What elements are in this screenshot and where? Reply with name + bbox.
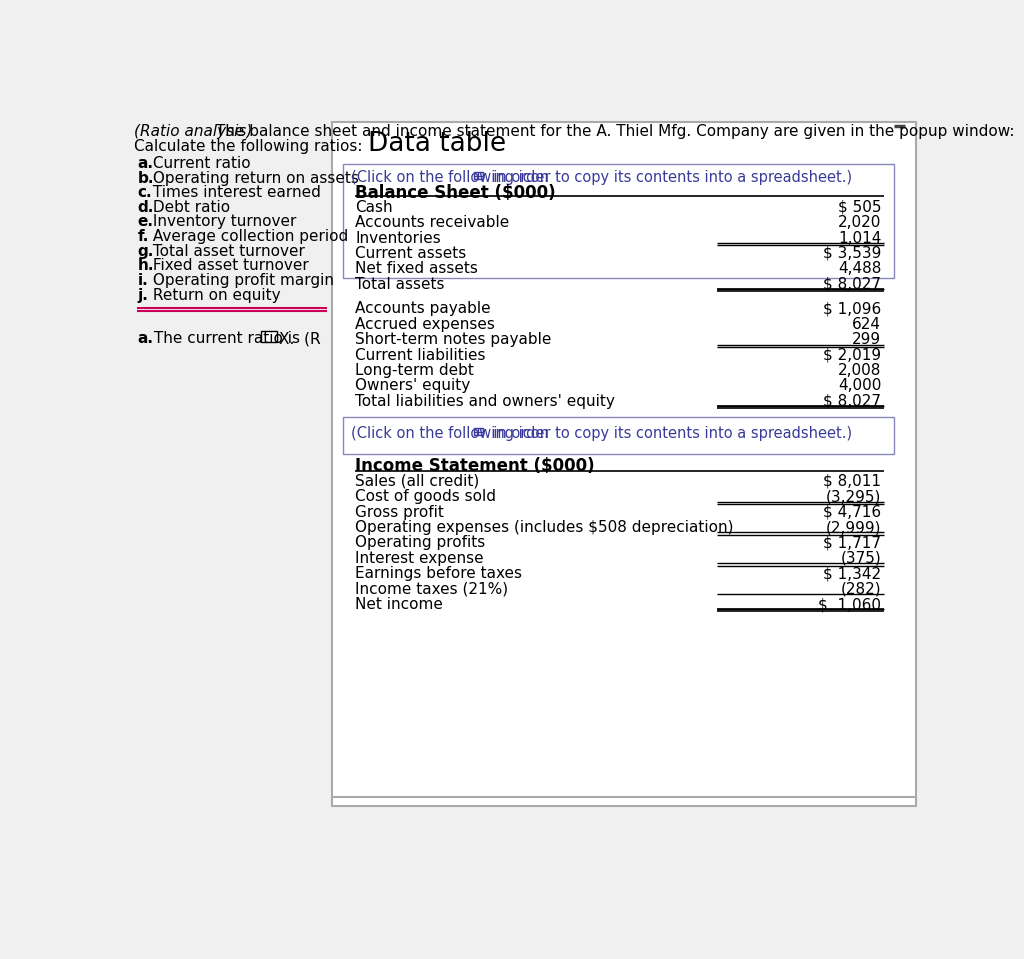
Text: Accrued expenses: Accrued expenses [355, 316, 495, 332]
Text: Operating profit margin: Operating profit margin [148, 273, 334, 288]
Text: Net income: Net income [355, 597, 443, 612]
Text: Sales (all credit): Sales (all credit) [355, 474, 479, 489]
Text: Inventories: Inventories [355, 230, 440, 246]
Text: 2,020: 2,020 [838, 215, 882, 230]
Text: Net fixed assets: Net fixed assets [355, 262, 478, 276]
Text: Data table: Data table [369, 131, 507, 157]
Text: $ 8,027: $ 8,027 [823, 394, 882, 409]
Text: Cost of goods sold: Cost of goods sold [355, 489, 496, 504]
Text: Operating return on assets: Operating return on assets [148, 171, 359, 185]
Text: h.: h. [137, 258, 154, 273]
Text: d.: d. [137, 199, 154, 215]
Text: Earnings before taxes: Earnings before taxes [355, 567, 522, 581]
Text: (375): (375) [841, 550, 882, 566]
Text: Average collection period: Average collection period [148, 229, 348, 244]
Text: $ 505: $ 505 [838, 199, 882, 215]
Text: $ 1,717: $ 1,717 [823, 535, 882, 550]
Text: 4,000: 4,000 [838, 379, 882, 393]
Text: f.: f. [137, 229, 148, 244]
Text: a.: a. [137, 156, 154, 171]
Text: The current ratio is: The current ratio is [148, 332, 300, 346]
FancyBboxPatch shape [343, 164, 894, 277]
Text: Balance Sheet ($000): Balance Sheet ($000) [355, 183, 556, 201]
Text: 4,488: 4,488 [838, 262, 882, 276]
Text: $ 1,096: $ 1,096 [823, 301, 882, 316]
Text: (2,999): (2,999) [825, 520, 882, 535]
Text: $ 4,716: $ 4,716 [823, 504, 882, 520]
Text: Income Statement ($000): Income Statement ($000) [355, 456, 595, 475]
Text: Operating expenses (includes $508 depreciation): Operating expenses (includes $508 deprec… [355, 520, 733, 535]
Text: Accounts receivable: Accounts receivable [355, 215, 509, 230]
Text: in order to copy its contents into a spreadsheet.): in order to copy its contents into a spr… [484, 426, 853, 441]
Text: (Click on the following icon: (Click on the following icon [351, 426, 549, 441]
Text: Operating profits: Operating profits [355, 535, 485, 550]
Text: Times interest earned: Times interest earned [148, 185, 322, 200]
Text: $ 1,342: $ 1,342 [823, 567, 882, 581]
Text: Current ratio: Current ratio [148, 156, 251, 171]
Text: Total asset turnover: Total asset turnover [148, 244, 305, 259]
Text: Gross profit: Gross profit [355, 504, 444, 520]
Text: The balance sheet and income statement for the A. Thiel Mfg. Company are given i: The balance sheet and income statement f… [211, 125, 1015, 139]
Text: $ 3,539: $ 3,539 [823, 246, 882, 261]
Text: b.: b. [137, 171, 154, 185]
Text: e.: e. [137, 215, 154, 229]
FancyBboxPatch shape [820, 124, 834, 133]
Text: $  1,060: $ 1,060 [818, 597, 882, 612]
Text: Owners' equity: Owners' equity [355, 379, 470, 393]
Text: 1,014: 1,014 [838, 230, 882, 246]
Text: Interest expense: Interest expense [355, 550, 483, 566]
Text: Short-term notes payable: Short-term notes payable [355, 332, 552, 347]
Text: Accounts payable: Accounts payable [355, 301, 490, 316]
FancyBboxPatch shape [474, 429, 483, 435]
Text: (282): (282) [841, 582, 882, 596]
Text: X.  (R: X. (R [280, 332, 321, 346]
Text: (Click on the following icon: (Click on the following icon [351, 170, 549, 185]
Text: j.: j. [137, 288, 148, 302]
Text: g.: g. [137, 244, 154, 259]
Text: 2,008: 2,008 [838, 363, 882, 378]
FancyBboxPatch shape [474, 172, 483, 179]
Text: in order to copy its contents into a spreadsheet.): in order to copy its contents into a spr… [484, 170, 853, 185]
FancyBboxPatch shape [343, 417, 894, 454]
Text: i.: i. [137, 273, 148, 288]
Text: $ 2,019: $ 2,019 [823, 347, 882, 363]
Text: (Ratio analysis): (Ratio analysis) [134, 125, 253, 139]
Text: .: . [835, 125, 840, 139]
Text: Inventory turnover: Inventory turnover [148, 215, 297, 229]
Text: 299: 299 [852, 332, 882, 347]
Text: Debt ratio: Debt ratio [148, 199, 230, 215]
Text: Total liabilities and owners' equity: Total liabilities and owners' equity [355, 394, 615, 409]
Text: (3,295): (3,295) [826, 489, 882, 504]
Text: Cash: Cash [355, 199, 392, 215]
Text: Current assets: Current assets [355, 246, 466, 261]
Text: Income taxes (21%): Income taxes (21%) [355, 582, 508, 596]
Text: $ 8,027: $ 8,027 [823, 277, 882, 292]
Text: Return on equity: Return on equity [148, 288, 281, 302]
FancyBboxPatch shape [261, 331, 276, 342]
Text: Total assets: Total assets [355, 277, 444, 292]
FancyBboxPatch shape [332, 122, 916, 806]
Text: $ 8,011: $ 8,011 [823, 474, 882, 489]
Text: Fixed asset turnover: Fixed asset turnover [148, 258, 309, 273]
Text: 624: 624 [852, 316, 882, 332]
Text: Current liabilities: Current liabilities [355, 347, 485, 363]
Text: a.: a. [137, 332, 154, 346]
Text: Calculate the following ratios:: Calculate the following ratios: [134, 139, 362, 154]
Text: Long-term debt: Long-term debt [355, 363, 474, 378]
Text: c.: c. [137, 185, 152, 200]
